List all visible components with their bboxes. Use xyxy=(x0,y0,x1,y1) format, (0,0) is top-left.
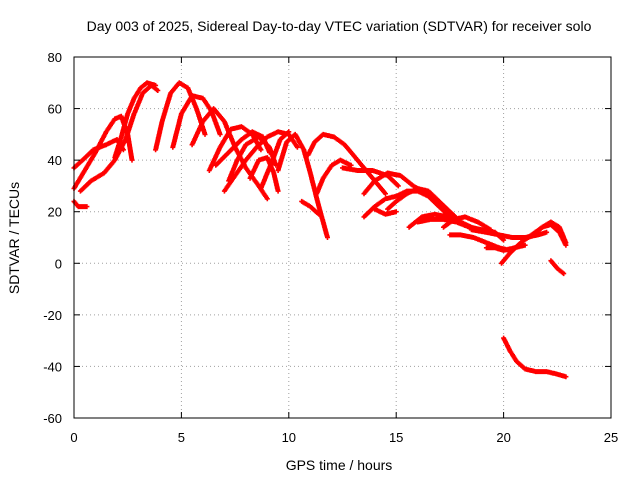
x-axis-label: GPS time / hours xyxy=(286,457,393,473)
data-series-arc-14 xyxy=(258,129,292,191)
x-tick-label: 20 xyxy=(496,430,510,445)
x-tick-label: 0 xyxy=(70,430,77,445)
data-series-arc-31 xyxy=(520,219,569,246)
data-points-arc-16 xyxy=(299,198,322,217)
y-tick-label: 80 xyxy=(48,50,62,65)
y-tick-label: -20 xyxy=(43,308,62,323)
data-series-arc-26 xyxy=(441,214,494,233)
data-series-arc-23 xyxy=(385,186,464,225)
data-series-arc-7 xyxy=(170,93,223,150)
x-tick-label: 15 xyxy=(389,430,403,445)
data-series-arc-17 xyxy=(305,131,388,197)
data-points-arc-32 xyxy=(548,258,567,277)
data-series-arc-5 xyxy=(112,80,159,161)
y-tick-label: -40 xyxy=(43,359,62,374)
y-axis-label: SDTVAR / TECUs xyxy=(6,182,22,294)
data-points-arc-5 xyxy=(112,80,159,161)
y-tick-label: 40 xyxy=(48,153,62,168)
data-series-arc-33 xyxy=(501,335,569,380)
data-series-arc-16 xyxy=(299,198,322,217)
y-tick-label: -60 xyxy=(43,411,62,426)
data-points-arc-4 xyxy=(77,82,161,194)
data-points-arc-22 xyxy=(372,206,399,217)
data-points-arc-18 xyxy=(314,157,354,197)
y-tick-label: 20 xyxy=(48,205,62,220)
data-points-arc-33 xyxy=(501,335,569,380)
axis-ticks: 0 5 10 15 20 25 -60 -40 -20 0 20 40 60 80 xyxy=(43,50,618,445)
data-series-arc-32 xyxy=(548,258,567,277)
data-series-arc-4 xyxy=(77,82,161,194)
x-tick-label: 5 xyxy=(178,430,185,445)
data-series-arc-22 xyxy=(372,206,399,217)
data-points-arc-31 xyxy=(520,219,569,246)
data-points-arc-14 xyxy=(258,129,292,191)
y-tick-label: 60 xyxy=(48,102,62,117)
x-tick-label: 25 xyxy=(604,430,618,445)
data-points-arc-7 xyxy=(170,93,223,150)
data-series-arc-18 xyxy=(314,157,354,197)
data-points-arc-17 xyxy=(305,131,388,197)
chart-title: Day 003 of 2025, Sidereal Day-to-day VTE… xyxy=(87,18,592,34)
x-tick-label: 10 xyxy=(282,430,296,445)
data-series-arc-15 xyxy=(275,131,330,240)
plot-frame xyxy=(73,56,612,419)
data-points xyxy=(71,80,569,380)
data-points-arc-23 xyxy=(385,186,464,225)
y-tick-label: 0 xyxy=(55,256,62,271)
data-points-arc-15 xyxy=(275,131,330,240)
data-points-arc-26 xyxy=(441,214,494,233)
